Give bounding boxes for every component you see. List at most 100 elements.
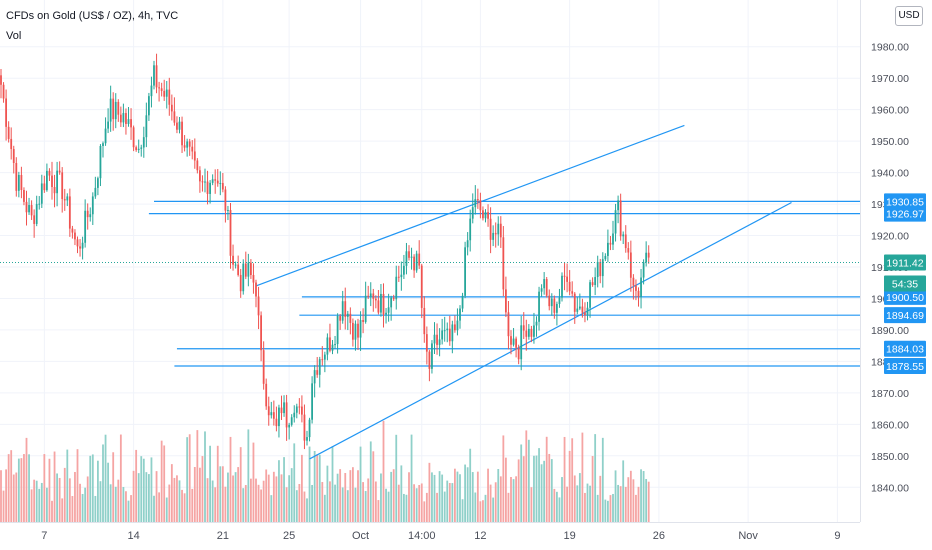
candle-body [635,285,637,291]
candle-body [61,172,64,200]
candle-body [53,187,56,194]
volume-bar [354,487,357,522]
volume-bar [74,471,76,522]
time-axis[interactable]: 7 14 21 25 Oct 14:00 12 19 26 Nov 9 [0,522,860,550]
volume-bar [535,455,538,522]
candle-body [499,223,502,238]
price-tick-label: 1960.00 [871,105,909,117]
candle-body [28,205,30,213]
volume-bar [476,471,479,522]
volume-bar [441,474,444,522]
volume-bar [316,454,319,522]
volume-bar [507,492,510,522]
candle-body [186,141,189,148]
volume-bar [150,457,153,522]
volume-bar [285,487,288,522]
candle-body [415,253,418,271]
volume-bar [466,467,469,522]
volume-bar [527,439,530,522]
volume-bar [425,492,428,522]
candle-body [334,344,336,346]
volume-bar [43,454,46,522]
candle-body [10,138,13,150]
volume-bar [594,434,597,522]
price-tick-label: 1840.00 [871,482,909,494]
volume-bar [81,493,84,522]
volume-bar [566,486,568,522]
candle-body [362,320,364,322]
candle-body [7,126,10,139]
candle-body [5,98,7,127]
volume-bar [0,470,2,522]
candle-body [153,65,155,86]
volume-bar [428,462,431,522]
volume-bar [112,452,115,522]
candle-body [84,210,87,243]
candle-body [346,313,349,317]
volume-bar [647,481,650,522]
level-price-label-bg [884,205,926,222]
volume-bar [420,483,423,522]
candle-body [471,207,474,219]
candle-body [344,301,347,317]
trendlines[interactable] [255,124,792,460]
volume-bar [405,494,408,522]
candle-body [609,242,612,245]
volume-bar [306,498,308,522]
trendline[interactable] [309,201,792,460]
candle-body [517,347,520,360]
volume-bar [461,499,464,522]
volume-bar [377,500,380,522]
trendline[interactable] [255,124,685,287]
candle-body [512,338,515,345]
volume-bar [183,493,186,522]
currency-button[interactable]: USD [895,6,923,26]
candle-body [301,406,303,415]
candle-body [201,181,204,183]
volume-bar [571,438,574,522]
volume-bar [155,471,158,522]
candle-body [525,330,528,337]
candle-body [216,180,219,184]
volume-bar [53,451,56,522]
candle-body [196,160,199,171]
candle-body [112,98,115,120]
volume-bar [255,478,257,522]
volume-bar [530,487,533,522]
candle-body [265,383,268,407]
candle-body [331,344,334,351]
volume-bar [148,474,150,522]
candle-body [364,295,367,322]
candle-body [563,275,566,277]
candle-body [40,183,43,204]
candle-body [193,151,196,161]
candle-body [578,306,581,309]
candle-body [581,306,584,313]
candle-body [413,256,415,271]
volume-bar [349,470,352,522]
candle-body [150,85,153,97]
volume-bar [199,467,201,522]
candle-body [540,288,543,292]
candle-body [15,162,18,191]
candle-body [451,324,454,342]
volume-bar [160,440,163,522]
volume-bar [122,486,125,522]
volume-bar [538,448,540,522]
volume-bar [12,474,15,522]
candle-body [130,119,132,128]
volume-bar [484,494,487,522]
volume-bar [165,497,168,522]
volume-bar [380,473,382,522]
time-tick-label: 12 [474,530,486,542]
candle-body [640,277,642,297]
volume-bar [357,470,359,522]
candle-body [221,183,224,190]
candle-body [418,253,421,266]
level-price-label: 1930.85 [886,196,924,208]
candle-body [446,328,449,331]
volume-bar [119,434,122,522]
price-axis[interactable]: 1980.00 1970.00 1960.00 1950.00 1940.00 1930.… [860,0,932,550]
